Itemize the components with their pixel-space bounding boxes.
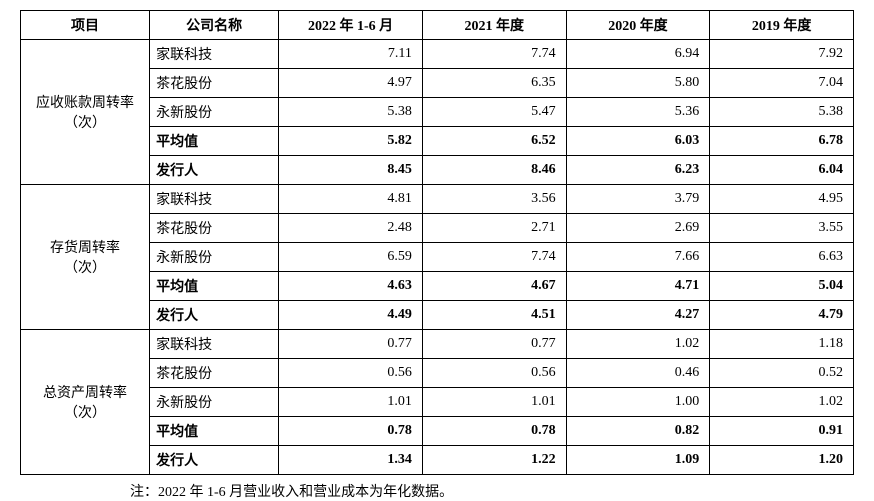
value-cell: 1.02 [710, 388, 854, 417]
value-cell: 5.82 [279, 127, 423, 156]
company-name-cell: 永新股份 [150, 98, 279, 127]
value-cell: 4.95 [710, 185, 854, 214]
value-cell: 8.46 [422, 156, 566, 185]
value-cell: 4.81 [279, 185, 423, 214]
value-cell: 7.74 [422, 40, 566, 69]
value-cell: 1.34 [279, 446, 423, 475]
value-cell: 3.55 [710, 214, 854, 243]
value-cell: 4.49 [279, 301, 423, 330]
value-cell: 6.94 [566, 40, 710, 69]
value-cell: 0.91 [710, 417, 854, 446]
value-cell: 1.20 [710, 446, 854, 475]
value-cell: 0.82 [566, 417, 710, 446]
value-cell: 7.92 [710, 40, 854, 69]
company-name-cell: 平均值 [150, 127, 279, 156]
col-project: 项目 [21, 11, 150, 40]
value-cell: 4.63 [279, 272, 423, 301]
value-cell: 0.56 [279, 359, 423, 388]
value-cell: 6.63 [710, 243, 854, 272]
value-cell: 6.52 [422, 127, 566, 156]
col-period-1: 2021 年度 [422, 11, 566, 40]
value-cell: 6.04 [710, 156, 854, 185]
value-cell: 5.04 [710, 272, 854, 301]
value-cell: 1.00 [566, 388, 710, 417]
value-cell: 5.47 [422, 98, 566, 127]
col-period-3: 2019 年度 [710, 11, 854, 40]
value-cell: 1.09 [566, 446, 710, 475]
value-cell: 2.69 [566, 214, 710, 243]
company-name-cell: 茶花股份 [150, 359, 279, 388]
value-cell: 1.01 [422, 388, 566, 417]
company-name-cell: 茶花股份 [150, 69, 279, 98]
section-title: 应收账款周转率（次） [21, 40, 150, 185]
value-cell: 6.03 [566, 127, 710, 156]
value-cell: 6.23 [566, 156, 710, 185]
table-row: 应收账款周转率（次）家联科技7.117.746.947.92 [21, 40, 854, 69]
value-cell: 0.78 [422, 417, 566, 446]
value-cell: 1.22 [422, 446, 566, 475]
table-row: 总资产周转率（次）家联科技0.770.771.021.18 [21, 330, 854, 359]
turnover-table: 项目 公司名称 2022 年 1-6 月 2021 年度 2020 年度 201… [20, 10, 854, 475]
value-cell: 5.38 [279, 98, 423, 127]
section-title: 总资产周转率（次） [21, 330, 150, 475]
value-cell: 4.67 [422, 272, 566, 301]
company-name-cell: 发行人 [150, 156, 279, 185]
value-cell: 7.04 [710, 69, 854, 98]
value-cell: 0.77 [422, 330, 566, 359]
value-cell: 6.59 [279, 243, 423, 272]
section-title: 存货周转率（次） [21, 185, 150, 330]
company-name-cell: 家联科技 [150, 185, 279, 214]
company-name-cell: 家联科技 [150, 330, 279, 359]
value-cell: 0.52 [710, 359, 854, 388]
company-name-cell: 永新股份 [150, 388, 279, 417]
value-cell: 4.27 [566, 301, 710, 330]
value-cell: 4.51 [422, 301, 566, 330]
value-cell: 7.66 [566, 243, 710, 272]
value-cell: 7.74 [422, 243, 566, 272]
value-cell: 0.46 [566, 359, 710, 388]
value-cell: 0.77 [279, 330, 423, 359]
company-name-cell: 茶花股份 [150, 214, 279, 243]
col-period-2: 2020 年度 [566, 11, 710, 40]
value-cell: 1.01 [279, 388, 423, 417]
value-cell: 6.78 [710, 127, 854, 156]
value-cell: 3.79 [566, 185, 710, 214]
col-company: 公司名称 [150, 11, 279, 40]
value-cell: 7.11 [279, 40, 423, 69]
value-cell: 1.18 [710, 330, 854, 359]
company-name-cell: 平均值 [150, 417, 279, 446]
value-cell: 2.48 [279, 214, 423, 243]
table-note: 注：2022 年 1-6 月营业收入和营业成本为年化数据。 [20, 481, 854, 501]
value-cell: 0.56 [422, 359, 566, 388]
value-cell: 4.79 [710, 301, 854, 330]
company-name-cell: 永新股份 [150, 243, 279, 272]
value-cell: 5.36 [566, 98, 710, 127]
value-cell: 1.02 [566, 330, 710, 359]
table-row: 存货周转率（次）家联科技4.813.563.794.95 [21, 185, 854, 214]
value-cell: 2.71 [422, 214, 566, 243]
col-period-0: 2022 年 1-6 月 [279, 11, 423, 40]
value-cell: 6.35 [422, 69, 566, 98]
table-header-row: 项目 公司名称 2022 年 1-6 月 2021 年度 2020 年度 201… [21, 11, 854, 40]
company-name-cell: 发行人 [150, 301, 279, 330]
company-name-cell: 发行人 [150, 446, 279, 475]
value-cell: 5.80 [566, 69, 710, 98]
value-cell: 5.38 [710, 98, 854, 127]
value-cell: 4.97 [279, 69, 423, 98]
value-cell: 0.78 [279, 417, 423, 446]
value-cell: 4.71 [566, 272, 710, 301]
company-name-cell: 平均值 [150, 272, 279, 301]
value-cell: 3.56 [422, 185, 566, 214]
company-name-cell: 家联科技 [150, 40, 279, 69]
value-cell: 8.45 [279, 156, 423, 185]
